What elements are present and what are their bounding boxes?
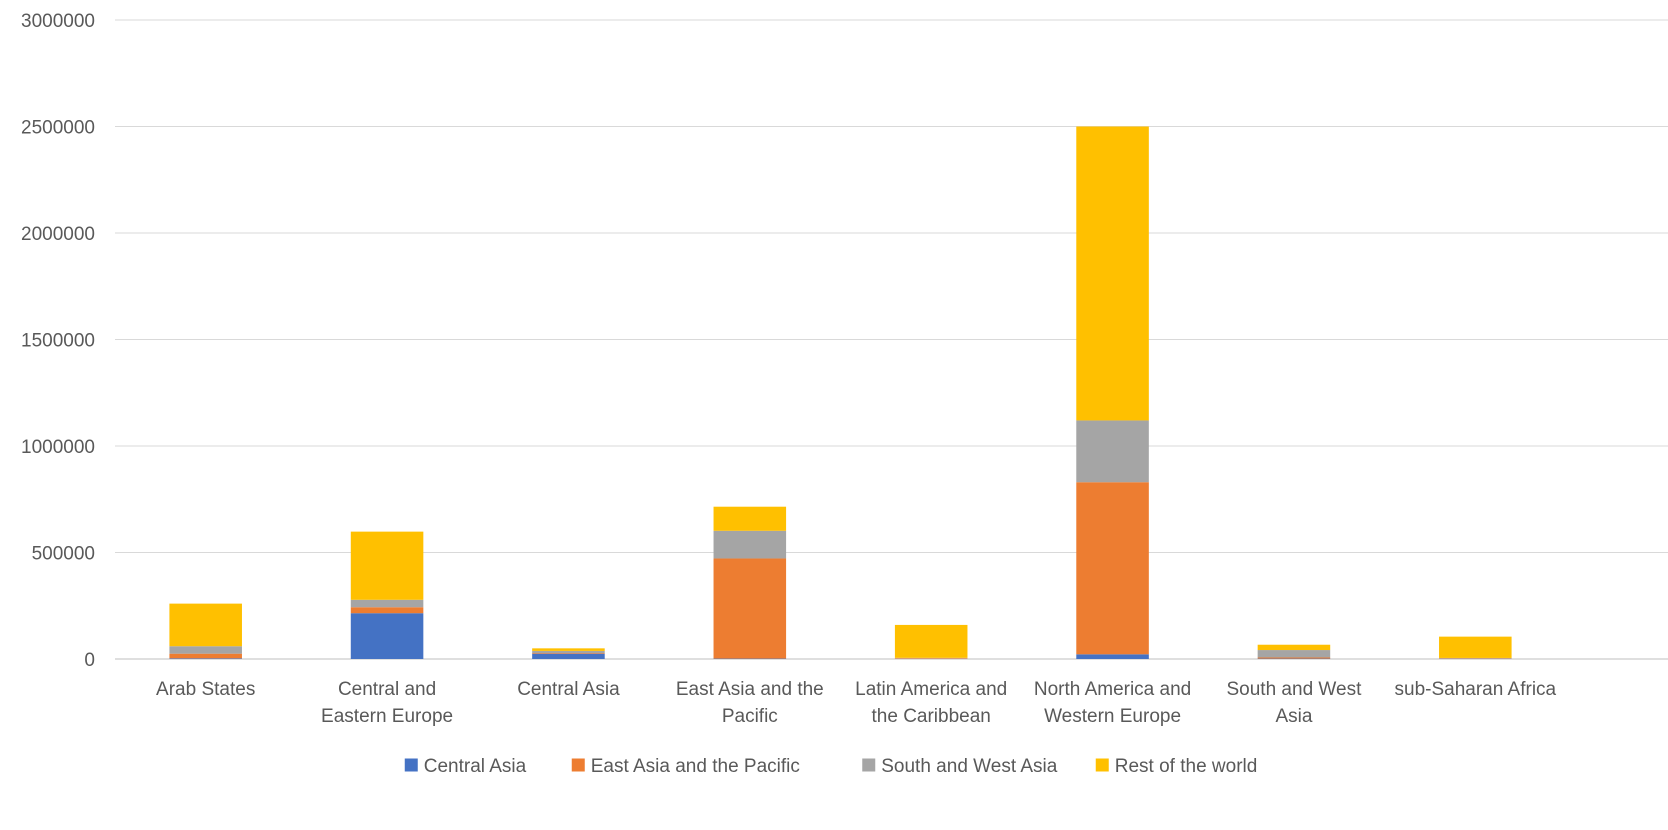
- bar-segment-1[interactable]: [1076, 654, 1149, 659]
- bar-segment-3[interactable]: [1076, 420, 1149, 482]
- bar-segment-1[interactable]: [169, 658, 242, 659]
- x-tick-label: the Caribbean: [872, 706, 991, 727]
- bar-segment-2[interactable]: [351, 607, 424, 613]
- bar-segment-1[interactable]: [351, 613, 424, 659]
- x-tick-label: Central and: [338, 679, 436, 700]
- x-tick-label: Western Europe: [1044, 706, 1181, 727]
- bar-segment-4[interactable]: [1258, 645, 1331, 650]
- legend-label[interactable]: East Asia and the Pacific: [591, 756, 800, 777]
- legend-label[interactable]: South and West Asia: [881, 756, 1057, 777]
- bar-segment-2[interactable]: [532, 653, 605, 654]
- bar-segment-4[interactable]: [895, 625, 968, 658]
- y-tick-label: 0: [84, 650, 95, 671]
- bar-segment-3[interactable]: [169, 646, 242, 653]
- bar-segment-2[interactable]: [714, 558, 787, 658]
- x-tick-label: sub-Saharan Africa: [1395, 679, 1557, 700]
- bar-segment-2[interactable]: [1258, 658, 1331, 659]
- bar-segment-1[interactable]: [532, 654, 605, 659]
- legend-swatch[interactable]: [572, 759, 585, 772]
- legend-label[interactable]: Rest of the world: [1115, 756, 1258, 777]
- bar-segment-3[interactable]: [351, 600, 424, 607]
- x-tick-label: Central Asia: [517, 679, 620, 700]
- bar-segment-2[interactable]: [895, 658, 968, 659]
- x-tick-label: Pacific: [722, 706, 778, 727]
- y-tick-label: 2000000: [21, 224, 95, 245]
- bar-segment-3[interactable]: [714, 531, 787, 559]
- x-tick-label: North America and: [1034, 679, 1191, 700]
- x-tick-label: Latin America and: [855, 679, 1007, 700]
- bar-segment-4[interactable]: [714, 507, 787, 531]
- bar-segment-4[interactable]: [1076, 127, 1149, 421]
- bar-segment-4[interactable]: [169, 604, 242, 647]
- bar-segment-2[interactable]: [1076, 482, 1149, 654]
- bar-segment-2[interactable]: [169, 654, 242, 659]
- x-tick-label: Asia: [1275, 706, 1312, 727]
- x-tick-label: Eastern Europe: [321, 706, 453, 727]
- y-tick-label: 2500000: [21, 118, 95, 139]
- y-tick-label: 500000: [32, 544, 95, 565]
- bar-segment-4[interactable]: [1439, 637, 1512, 658]
- bar-segment-3[interactable]: [1258, 650, 1331, 657]
- bar-segment-4[interactable]: [351, 532, 424, 600]
- x-tick-label: South and West: [1227, 679, 1363, 700]
- legend-swatch[interactable]: [405, 759, 418, 772]
- bar-segment-4[interactable]: [532, 648, 605, 651]
- legend-label[interactable]: Central Asia: [424, 756, 527, 777]
- legend-swatch[interactable]: [1096, 759, 1109, 772]
- title-area: [0, 0, 1668, 12]
- y-tick-label: 3000000: [21, 11, 95, 32]
- y-tick-label: 1000000: [21, 437, 95, 458]
- x-tick-label: Arab States: [156, 679, 255, 700]
- x-tick-label: East Asia and the: [676, 679, 824, 700]
- y-tick-label: 1500000: [21, 331, 95, 352]
- bar-segment-3[interactable]: [532, 651, 605, 653]
- legend-swatch[interactable]: [862, 759, 875, 772]
